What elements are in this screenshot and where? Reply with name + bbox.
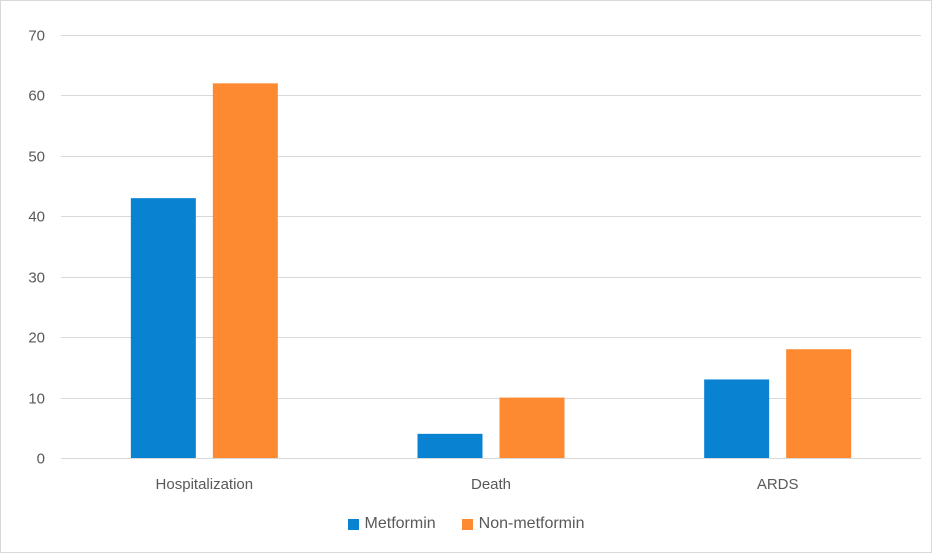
bar-metformin-hospitalization — [130, 198, 196, 458]
y-tick-label: 20 — [28, 330, 45, 347]
legend-label-non-metformin: Non-metformin — [478, 515, 585, 532]
bar-non-metformin-death — [499, 397, 565, 458]
bar-non-metformin-hospitalization — [212, 83, 278, 458]
bars — [130, 83, 852, 458]
bar-non-metformin-ards — [786, 349, 852, 458]
x-axis-tick-labels: Hospitalization Death ARDS — [156, 476, 799, 493]
y-tick-label: 60 — [28, 88, 45, 105]
legend-item-non-metformin: Non-metformin — [461, 515, 585, 533]
y-tick-label: 40 — [28, 209, 45, 226]
x-tick-label: Death — [471, 476, 511, 493]
y-tick-label: 50 — [28, 149, 45, 166]
y-tick-label: 30 — [28, 270, 45, 287]
y-tick-label: 0 — [37, 451, 45, 468]
y-axis-tick-labels: 0 10 20 30 40 50 60 70 — [28, 28, 45, 468]
gridlines — [61, 35, 921, 459]
bar-metformin-death — [417, 433, 483, 458]
legend-label-metformin: Metformin — [364, 515, 436, 532]
bar-metformin-ards — [704, 379, 770, 458]
x-tick-label: Hospitalization — [156, 476, 254, 493]
legend: Metformin Non-metformin — [1, 515, 931, 533]
legend-swatch-metformin — [347, 518, 359, 530]
legend-item-metformin: Metformin — [347, 515, 436, 533]
y-tick-label: 10 — [28, 391, 45, 408]
y-tick-label: 70 — [28, 28, 45, 45]
legend-swatch-non-metformin — [461, 518, 473, 530]
x-tick-label: ARDS — [757, 476, 799, 493]
